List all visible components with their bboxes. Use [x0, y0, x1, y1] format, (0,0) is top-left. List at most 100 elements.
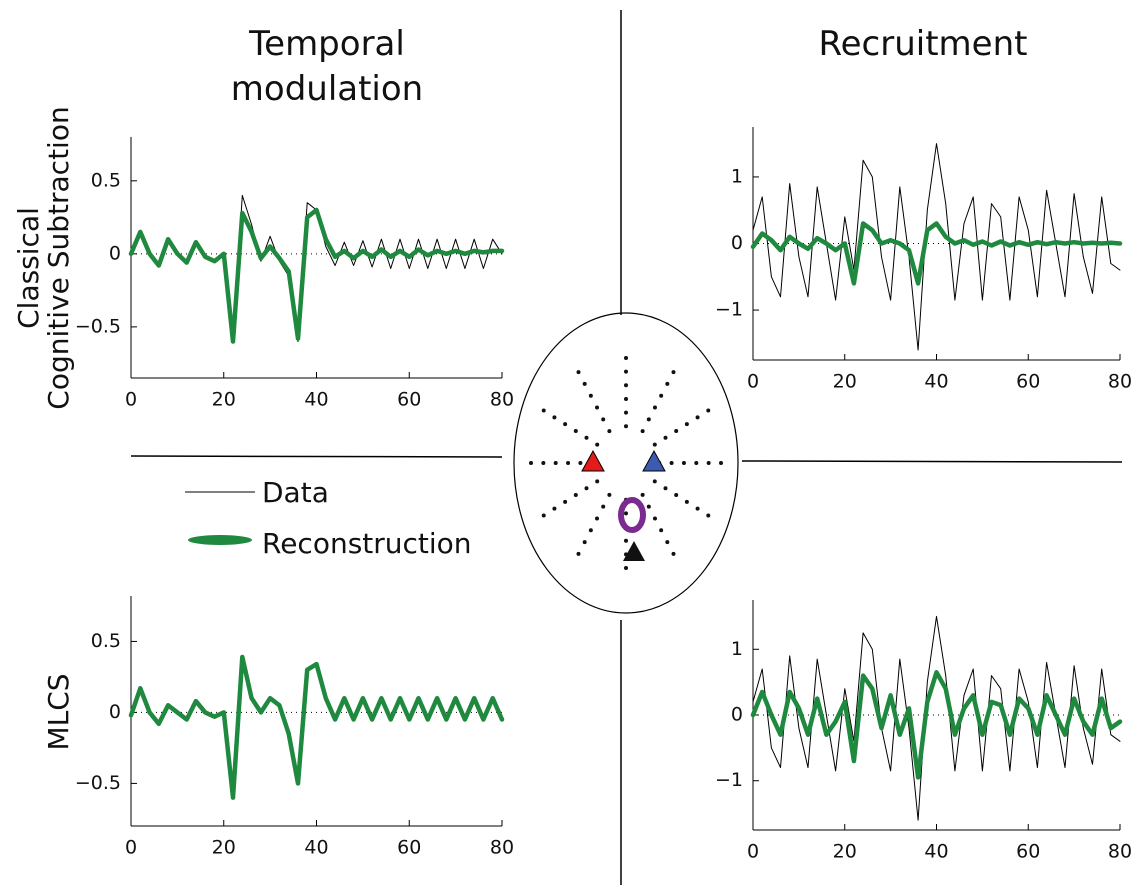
y-tick-label: 0 [109, 242, 121, 264]
reconstruction-line [131, 657, 502, 798]
y-tick-label: −0.5 [75, 772, 121, 794]
data-line [753, 616, 1120, 820]
electrode [601, 505, 605, 509]
electrode [653, 406, 657, 410]
electrode [665, 540, 669, 544]
row-title: Classical [12, 207, 45, 329]
electrode [706, 514, 710, 518]
electrode [647, 505, 651, 509]
y-tick-label: 0 [731, 232, 743, 254]
electrode [601, 417, 605, 421]
electrode [624, 411, 628, 415]
y-tick-label: 0.5 [91, 630, 121, 652]
electrode [589, 394, 593, 398]
legend-label: Data [262, 476, 329, 509]
column-title: Temporal [248, 24, 405, 64]
reconstruction-line [131, 210, 502, 342]
reconstruction-line [753, 224, 1120, 284]
x-tick-label: 0 [747, 371, 759, 393]
x-tick-label: 60 [397, 389, 421, 411]
electrode [574, 493, 578, 497]
x-tick-label: 20 [212, 389, 236, 411]
y-tick-label: 0 [109, 701, 121, 723]
electrode [589, 528, 593, 532]
electrode [563, 500, 567, 504]
electrode [672, 552, 676, 556]
electrode [653, 479, 657, 483]
electrode [685, 500, 689, 504]
electrode [529, 461, 533, 465]
column-title: modulation [231, 69, 423, 109]
electrode [585, 436, 589, 440]
electrode [577, 370, 581, 374]
y-tick-label: 1 [731, 638, 743, 660]
head-schematic [514, 313, 738, 613]
electrode [670, 461, 674, 465]
electrode [563, 422, 567, 426]
data-line [131, 656, 502, 798]
electrode [577, 552, 581, 556]
electrode [542, 409, 546, 413]
electrode [585, 486, 589, 490]
x-tick-label: 0 [125, 837, 137, 859]
y-tick-label: 1 [731, 165, 743, 187]
legend-swatch [188, 535, 252, 545]
x-tick-label: 0 [747, 841, 759, 863]
x-tick-label: 80 [490, 837, 514, 859]
column-title: Recruitment [819, 24, 1028, 64]
electrode [663, 486, 667, 490]
electrode [607, 493, 611, 497]
x-tick-label: 20 [833, 371, 857, 393]
electrode [595, 479, 599, 483]
y-tick-label: −1 [715, 299, 743, 321]
row-title: Cognitive Subtraction [42, 106, 75, 409]
electrode [574, 429, 578, 433]
electrode [641, 429, 645, 433]
electrode [552, 415, 556, 419]
electrode [595, 406, 599, 410]
divider [131, 456, 502, 457]
electrode [647, 417, 651, 421]
electrode [552, 507, 556, 511]
electrode [674, 429, 678, 433]
electrode [566, 461, 570, 465]
electrode [607, 429, 611, 433]
electrode [541, 461, 545, 465]
x-tick-label: 60 [1016, 371, 1040, 393]
electrode [641, 493, 645, 497]
x-tick-label: 20 [212, 837, 236, 859]
electrode [707, 461, 711, 465]
electrode [583, 382, 587, 386]
electrode [624, 397, 628, 401]
x-tick-label: 80 [1108, 371, 1132, 393]
electrode [665, 382, 669, 386]
divider [742, 461, 1122, 462]
electrode [659, 394, 663, 398]
electrode [653, 516, 657, 520]
electrode [694, 461, 698, 465]
y-tick-label: −0.5 [75, 315, 121, 337]
electrode [595, 516, 599, 520]
x-tick-label: 0 [125, 389, 137, 411]
electrode [578, 461, 582, 465]
legend: Data Reconstruction [185, 476, 472, 560]
x-tick-label: 60 [397, 837, 421, 859]
electrode [624, 383, 628, 387]
electrode [719, 461, 723, 465]
electrode [672, 370, 676, 374]
electrode [663, 436, 667, 440]
legend-label: Reconstruction [262, 527, 472, 560]
y-tick-label: 0.5 [91, 169, 121, 191]
x-tick-label: 40 [304, 837, 328, 859]
x-tick-label: 80 [1108, 841, 1132, 863]
x-tick-label: 60 [1016, 841, 1040, 863]
electrode [696, 507, 700, 511]
electrode [706, 409, 710, 413]
electrode [624, 370, 628, 374]
electrode [624, 356, 628, 360]
electrode [624, 424, 628, 428]
electrode [554, 461, 558, 465]
y-tick-label: 0 [731, 704, 743, 726]
x-tick-label: 40 [304, 389, 328, 411]
electrode [653, 443, 657, 447]
